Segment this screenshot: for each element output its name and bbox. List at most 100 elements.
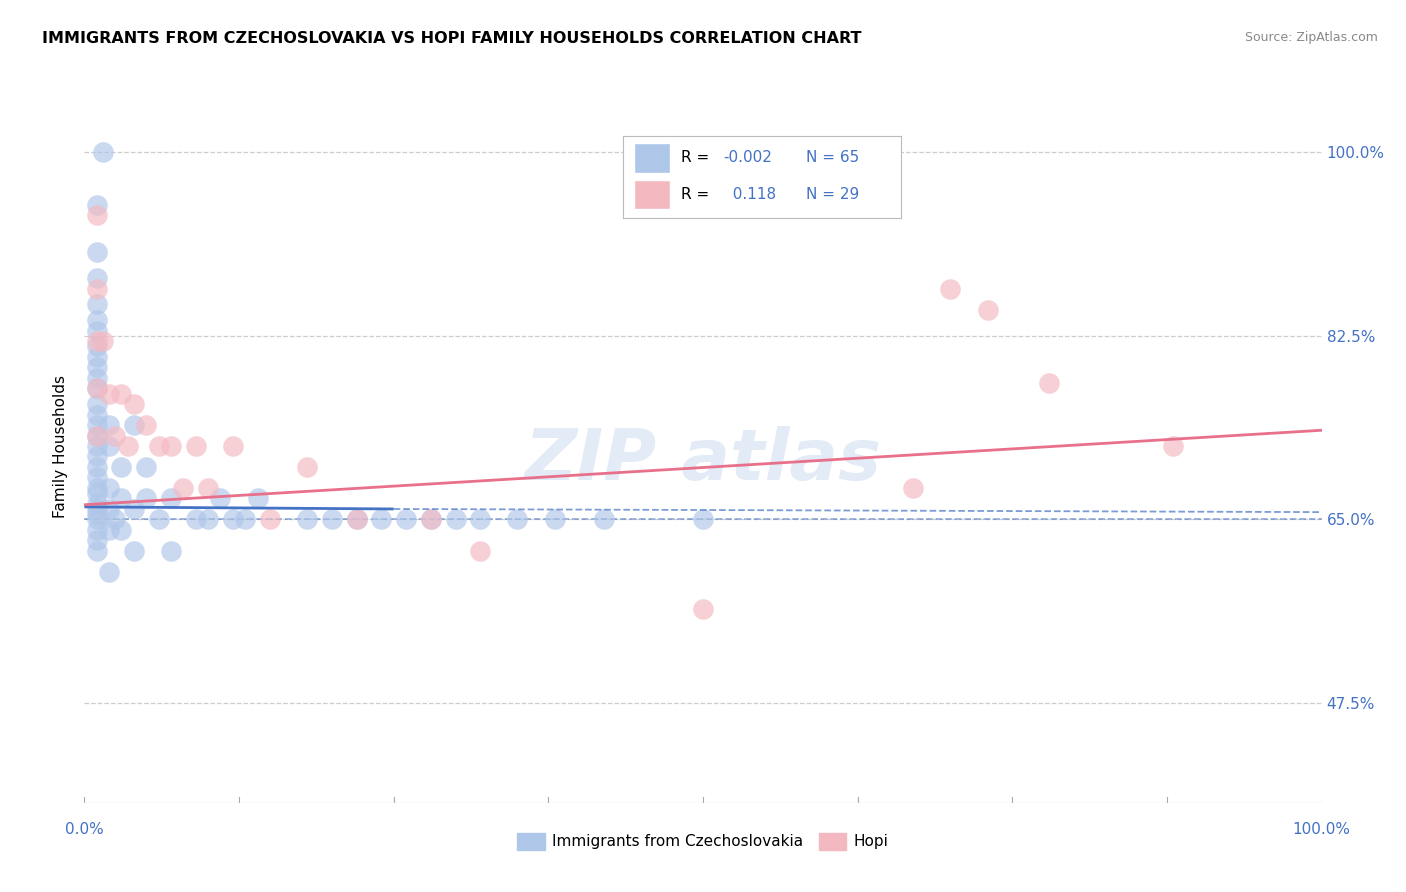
Point [86, 334, 108, 348]
Point [135, 460, 157, 475]
Point [122, 397, 145, 411]
Point [110, 460, 132, 475]
Point [110, 386, 132, 401]
Point [444, 512, 467, 526]
Text: IMMIGRANTS FROM CZECHOSLOVAKIA VS HOPI FAMILY HOUSEHOLDS CORRELATION CHART: IMMIGRANTS FROM CZECHOSLOVAKIA VS HOPI F… [42, 31, 862, 46]
Point [86, 497, 108, 511]
Point [976, 302, 998, 317]
Text: -0.002: -0.002 [723, 150, 772, 165]
Text: 0.118: 0.118 [723, 187, 776, 202]
Point [86, 408, 108, 422]
Point [197, 481, 219, 495]
Point [346, 512, 368, 526]
Point [295, 460, 318, 475]
Point [86, 428, 108, 442]
Point [593, 512, 616, 526]
Point [86, 460, 108, 475]
Point [86, 481, 108, 495]
Point [135, 491, 157, 506]
Point [321, 512, 343, 526]
Point [1038, 376, 1060, 390]
Point [209, 491, 232, 506]
Point [470, 544, 492, 558]
Point [470, 512, 492, 526]
Point [98, 439, 121, 453]
Point [692, 512, 714, 526]
Point [104, 428, 127, 442]
Point [86, 507, 108, 521]
Point [419, 512, 441, 526]
Point [86, 502, 108, 516]
Point [86, 428, 108, 442]
Legend: Immigrants from Czechoslovakia, Hopi: Immigrants from Czechoslovakia, Hopi [512, 827, 894, 855]
Point [160, 439, 183, 453]
Point [86, 544, 108, 558]
Point [86, 381, 108, 395]
Point [939, 282, 962, 296]
Text: 0.0%: 0.0% [65, 822, 104, 837]
Text: 100.0%: 100.0% [1292, 822, 1351, 837]
Point [98, 417, 121, 432]
Point [346, 512, 368, 526]
Point [110, 491, 132, 506]
Point [172, 481, 194, 495]
Point [98, 386, 121, 401]
Point [86, 450, 108, 464]
Point [117, 439, 139, 453]
Point [1161, 439, 1184, 453]
Point [86, 324, 108, 338]
Point [86, 244, 108, 259]
Point [86, 282, 108, 296]
Point [86, 381, 108, 395]
Point [86, 523, 108, 537]
Point [86, 417, 108, 432]
Point [246, 491, 269, 506]
Text: N = 65: N = 65 [806, 150, 859, 165]
Point [86, 512, 108, 526]
Point [86, 313, 108, 327]
Point [148, 439, 170, 453]
Point [160, 491, 183, 506]
Point [98, 565, 121, 579]
Text: R =: R = [681, 150, 714, 165]
Point [86, 470, 108, 484]
Point [543, 512, 565, 526]
Point [222, 512, 245, 526]
Point [98, 502, 121, 516]
Point [122, 544, 145, 558]
Point [104, 512, 127, 526]
Point [86, 439, 108, 453]
Point [91, 334, 114, 348]
Point [86, 533, 108, 548]
Text: N = 29: N = 29 [806, 187, 859, 202]
Text: ZIP atlas: ZIP atlas [524, 425, 882, 495]
Point [110, 523, 132, 537]
Point [419, 512, 441, 526]
Point [86, 486, 108, 500]
Text: R =: R = [681, 187, 714, 202]
Point [233, 512, 256, 526]
Text: Source: ZipAtlas.com: Source: ZipAtlas.com [1244, 31, 1378, 45]
Point [184, 512, 207, 526]
Point [259, 512, 281, 526]
Point [692, 601, 714, 615]
Point [506, 512, 529, 526]
Point [122, 417, 145, 432]
Bar [634, 180, 669, 210]
Point [135, 417, 157, 432]
Point [86, 197, 108, 211]
Point [91, 145, 114, 160]
Point [395, 512, 418, 526]
Point [903, 481, 925, 495]
Point [98, 523, 121, 537]
Point [222, 439, 245, 453]
Point [86, 371, 108, 385]
Point [86, 339, 108, 353]
Point [160, 544, 183, 558]
Y-axis label: Family Households: Family Households [53, 375, 69, 517]
Bar [634, 143, 669, 172]
Point [184, 439, 207, 453]
Point [86, 297, 108, 311]
Point [197, 512, 219, 526]
Point [86, 208, 108, 222]
